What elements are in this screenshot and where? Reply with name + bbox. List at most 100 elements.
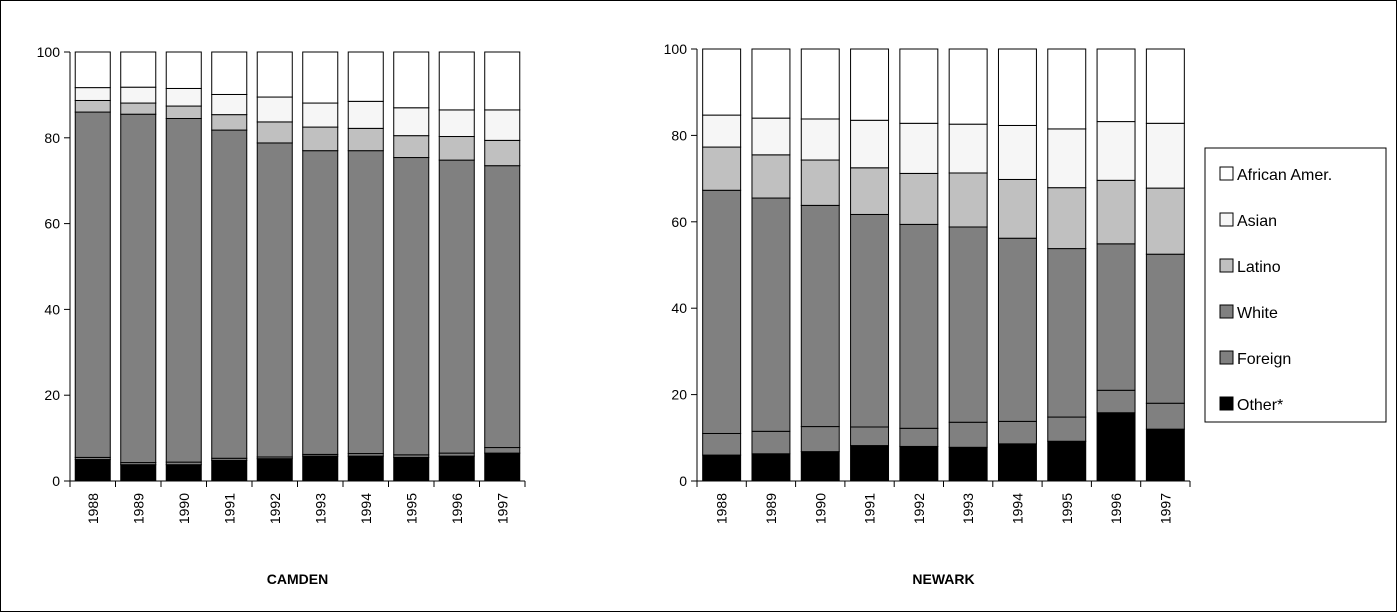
bar-latino-1995 [393,135,430,159]
bar-african-amer-1990 [800,48,840,120]
bar-white-1995 [1047,248,1087,418]
bar-asian-1990 [800,118,840,161]
bar-african-amer-1996 [438,51,475,111]
bar-white-1991 [850,213,890,428]
legend: African Amer. Asian Latino White Foreign Othe… [1204,147,1387,423]
bar-other-1991 [211,459,248,482]
bar-other-1989 [120,464,157,482]
bar-latino-1989 [751,154,791,199]
legend-swatch-latino [1219,258,1234,273]
bar-latino-1992 [256,121,293,144]
bar-white-1992 [899,223,939,429]
x-tick-label: 1997 [1157,493,1173,524]
bar-asian-1988 [702,114,742,148]
bar-other-1988 [74,459,111,482]
legend-swatch-foreign [1219,350,1234,365]
y-tick-label: 40 [671,300,687,316]
bar-foreign-1989 [751,430,791,455]
bar-white-1989 [751,197,791,432]
bar-african-amer-1989 [120,51,157,88]
bar-african-amer-1992 [899,48,939,124]
bar-african-amer-1991 [850,48,890,121]
bar-other-1994 [997,443,1037,482]
bar-african-amer-1995 [393,51,430,109]
bar-african-amer-1990 [165,51,202,89]
x-tick-label: 1991 [221,493,237,524]
bar-latino-1993 [948,172,988,228]
bar-latino-1994 [997,178,1037,239]
legend-swatch-asian [1219,212,1234,227]
bar-asian-1996 [1096,121,1136,181]
x-tick-label: 1994 [1009,493,1025,524]
camden-chart: 0 20 40 60 80 100 1988 1989 1990 1991 1992 1993 1994… [37,44,526,587]
bar-asian-1994 [347,100,384,129]
bar-other-1993 [302,455,339,482]
bar-white-1989 [120,113,157,464]
bar-african-amer-1992 [256,51,293,98]
newark-chart: 0 20 40 60 80 100 1988 1989 1990 1991 1992 1993 1994… [664,41,1191,587]
bar-foreign-1994 [997,420,1037,445]
bar-other-1991 [850,445,890,482]
bar-white-1997 [484,165,521,449]
bar-other-1996 [1096,412,1136,482]
bar-other-1988 [702,454,742,482]
bar-asian-1990 [165,87,202,107]
legend-swatch-african-amer [1219,166,1234,181]
y-tick-label: 0 [679,473,687,489]
x-tick-label: 1994 [358,493,374,524]
bar-latino-1992 [899,172,939,225]
bar-asian-1989 [120,86,157,104]
legend-label-foreign: Foreign [1237,351,1291,368]
y-tick-label: 100 [37,44,61,60]
bar-foreign-1996 [1096,389,1136,414]
bar-asian-1995 [393,107,430,137]
x-tick-label: 1988 [714,493,730,524]
bar-white-1988 [74,111,111,458]
bar-asian-1993 [302,102,339,128]
bar-white-1996 [1096,243,1136,391]
bar-asian-1996 [438,109,475,138]
bar-white-1990 [165,117,202,463]
bar-foreign-1991 [850,426,890,447]
bar-foreign-1997 [1145,402,1185,430]
x-tick-label: 1991 [862,493,878,524]
x-tick-label: 1995 [403,493,419,524]
bar-white-1995 [393,157,430,456]
bar-latino-1990 [800,159,840,206]
bar-other-1989 [751,453,791,482]
y-tick-label: 60 [44,216,60,232]
bar-latino-1988 [702,146,742,191]
bar-other-1990 [800,451,840,482]
y-tick-label: 0 [52,473,60,489]
y-tick-label: 80 [44,130,60,146]
x-tick-label: 1993 [312,493,328,524]
y-tick-label: 80 [671,127,687,143]
y-tick-label: 100 [664,41,688,57]
bar-african-amer-1988 [702,48,742,116]
bar-white-1994 [347,150,384,455]
bar-foreign-1997 [484,447,521,454]
y-tick-label: 60 [671,214,687,230]
bar-african-amer-1996 [1096,48,1136,123]
x-tick-label: 1988 [85,493,101,524]
bar-foreign-1988 [702,432,742,456]
bar-asian-1992 [899,122,939,174]
legend-label-other: Other* [1237,397,1283,414]
bar-other-1993 [948,446,988,482]
x-tick-label: 1989 [130,493,146,524]
bar-asian-1991 [850,119,890,169]
x-tick-label: 1992 [267,493,283,524]
bar-latino-1997 [484,139,521,167]
bar-african-amer-1997 [1145,48,1185,124]
legend-label-asian: Asian [1237,213,1277,230]
bar-foreign-1995 [1047,416,1087,442]
legend-label-african-amer: African Amer. [1237,167,1332,184]
chart-title: NEWARK [912,571,974,587]
bar-other-1997 [1145,428,1185,482]
bar-asian-1993 [948,123,988,174]
legend-swatch-white [1219,304,1234,319]
bar-african-amer-1993 [948,48,988,125]
bar-latino-1991 [211,114,248,131]
x-tick-label: 1996 [449,493,465,524]
